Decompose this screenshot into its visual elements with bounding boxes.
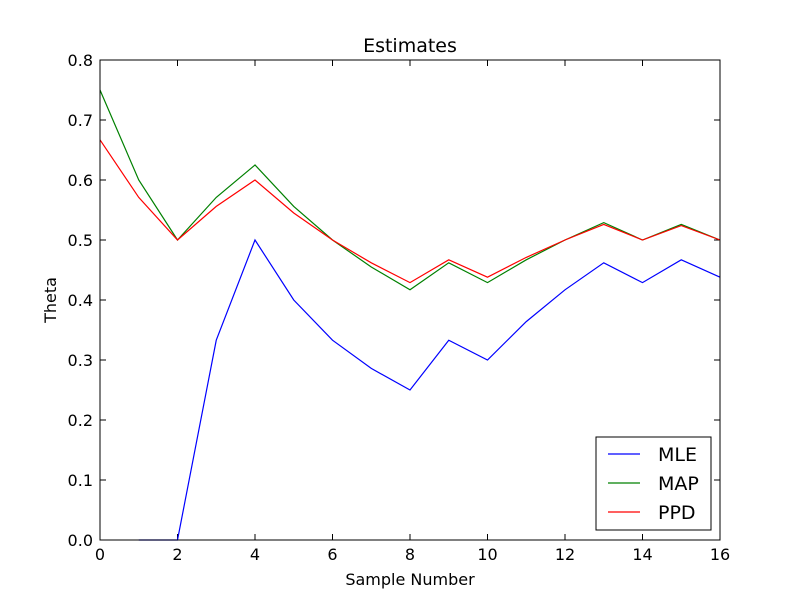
legend: MLE MAP PPD [595, 436, 712, 531]
axis-ticks: 0 2 4 6 8 10 12 14 16 0.0 0.1 0.2 0.3 0.4 0.5 0.6 0.7 0.8 [68, 51, 731, 564]
series-line-ppd [99, 139, 721, 284]
x-tick-label: 14 [632, 545, 652, 564]
x-tick-label: 16 [710, 545, 730, 564]
series-lines [99, 89, 721, 541]
legend-label-mle: MLE [658, 444, 697, 466]
y-tick-label: 0.0 [68, 531, 93, 550]
x-tick-label: 2 [172, 545, 182, 564]
x-tick-label: 6 [327, 545, 337, 564]
series-line-mle [138, 238, 721, 541]
legend-label-ppd: PPD [658, 502, 696, 524]
y-tick-label: 0.7 [68, 111, 93, 130]
plot-frame [99, 59, 721, 541]
x-tick-label: 8 [405, 545, 415, 564]
y-tick-label: 0.3 [68, 351, 93, 370]
y-tick-label: 0.5 [68, 231, 93, 250]
y-tick-label: 0.6 [68, 171, 93, 190]
y-axis-label: Theta [41, 277, 60, 324]
x-tick-label: 12 [555, 545, 575, 564]
x-axis-label: Sample Number [345, 570, 475, 589]
y-tick-label: 0.2 [68, 411, 93, 430]
y-tick-label: 0.4 [68, 291, 93, 310]
y-tick-label: 0.8 [68, 51, 93, 70]
legend-label-map: MAP [658, 473, 699, 495]
chart-title: Estimates [363, 35, 457, 57]
x-tick-label: 4 [250, 545, 260, 564]
y-tick-label: 0.1 [68, 471, 93, 490]
series-line-map [99, 89, 721, 291]
x-tick-label: 0 [95, 545, 105, 564]
x-tick-label: 10 [477, 545, 497, 564]
